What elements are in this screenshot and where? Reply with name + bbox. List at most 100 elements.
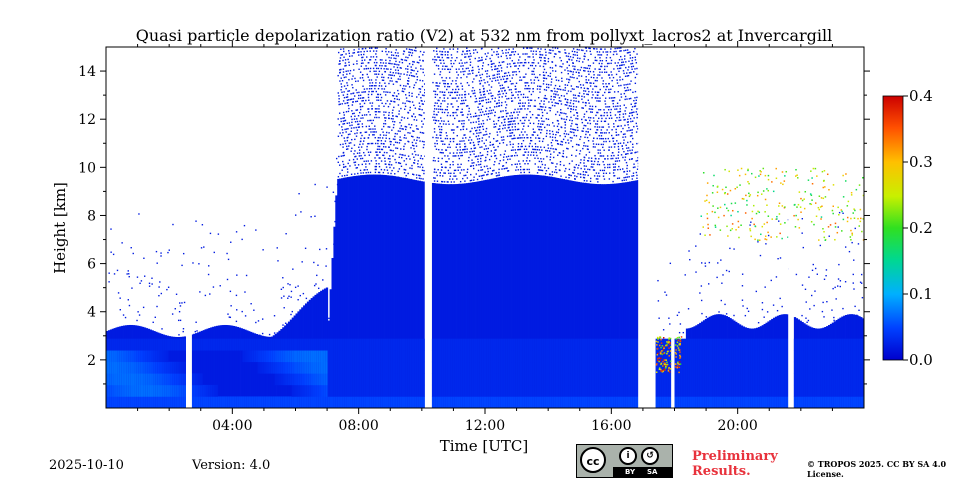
heatmap-cell [291, 338, 294, 351]
heatmap-cell [572, 53, 575, 56]
heatmap-cell [582, 130, 584, 132]
heatmap-cell [623, 170, 626, 173]
heatmap-cell [603, 114, 605, 117]
heatmap-cell [442, 59, 445, 62]
heatmap-cell [411, 141, 414, 144]
heatmap-cell [610, 183, 612, 186]
heatmap-cell [505, 55, 508, 57]
heatmap-cell [498, 384, 501, 397]
heatmap-cell [278, 396, 281, 408]
heatmap-cell [450, 83, 453, 85]
heatmap-cell [312, 396, 315, 408]
heatmap-cell [568, 350, 571, 363]
heatmap-cell [421, 126, 423, 128]
heatmap-cell [474, 57, 476, 60]
heatmap-cell [491, 48, 493, 51]
heatmap-cell [572, 71, 574, 73]
heatmap-cell [195, 384, 198, 397]
heatmap-cell [363, 338, 367, 351]
heatmap-cell [535, 137, 537, 139]
heatmap-cell [387, 77, 390, 79]
heatmap-cell [448, 85, 451, 88]
heatmap-cell [385, 146, 387, 148]
heatmap-cell [614, 166, 617, 168]
heatmap-cell [549, 373, 552, 386]
heatmap-cell [510, 97, 513, 99]
heatmap-cell [574, 384, 577, 397]
heatmap-cell [498, 361, 501, 374]
heatmap-cell [536, 76, 539, 79]
heatmap-cell [155, 396, 158, 408]
heatmap-cell [181, 302, 183, 304]
heatmap-cell [461, 85, 464, 87]
heatmap-cell [463, 102, 465, 105]
heatmap-cell [316, 361, 319, 374]
heatmap-cell [619, 338, 622, 351]
heatmap-cell [460, 65, 462, 67]
heatmap-cell [362, 172, 365, 174]
heatmap-cell [596, 111, 598, 114]
heatmap-cell [572, 65, 574, 67]
heatmap-cell [556, 102, 558, 104]
heatmap-cell [478, 126, 481, 128]
heatmap-cell [582, 107, 584, 109]
heatmap-cell [424, 155, 426, 157]
heatmap-cell [276, 396, 279, 408]
heatmap-cell [340, 350, 344, 363]
heatmap-cell [511, 77, 513, 79]
heatmap-cell [532, 56, 534, 58]
heatmap-cell [344, 361, 348, 374]
heatmap-cell [610, 88, 612, 91]
heatmap-cell [128, 275, 130, 278]
heatmap-cell [474, 156, 477, 158]
heatmap-cell [457, 88, 460, 91]
heatmap-cell [115, 396, 118, 408]
heatmap-cell [346, 145, 348, 148]
heatmap-cell [176, 338, 179, 351]
heatmap-cell [509, 57, 511, 59]
heatmap-cell [327, 384, 330, 397]
heatmap-cell [397, 176, 401, 408]
heatmap-cell [460, 183, 463, 408]
heatmap-cell [409, 396, 412, 408]
heatmap-cell [524, 131, 526, 133]
heatmap-cell [621, 396, 624, 408]
heatmap-cell [513, 134, 515, 137]
heatmap-cell [610, 108, 612, 111]
heatmap-cell [588, 90, 590, 93]
heatmap-cell [558, 338, 562, 351]
heatmap-cell [381, 65, 383, 67]
heatmap-cell [442, 65, 444, 67]
heatmap-cell [478, 138, 481, 140]
heatmap-cell [538, 384, 541, 397]
heatmap-cell [509, 361, 512, 374]
heatmap-cell [522, 76, 525, 78]
heatmap-cell [577, 338, 581, 351]
heatmap-cell [373, 373, 376, 386]
heatmap-cell [599, 169, 602, 172]
heatmap-cell [445, 132, 447, 134]
heatmap-cell [444, 54, 447, 56]
heatmap-cell [212, 326, 215, 408]
heatmap-cell [584, 104, 587, 107]
heatmap-cell [539, 373, 543, 386]
heatmap-cell [554, 53, 556, 55]
heatmap-cell [385, 163, 387, 165]
heatmap-cell [532, 174, 535, 408]
heatmap-cell [462, 350, 465, 363]
heatmap-cell [538, 350, 541, 363]
heatmap-cell [480, 77, 482, 79]
heatmap-cell [548, 101, 550, 103]
heatmap-cell [341, 169, 343, 171]
heatmap-cell [583, 350, 586, 363]
heatmap-cell [422, 166, 424, 169]
heatmap-cell [601, 132, 603, 134]
heatmap-cell [392, 384, 395, 397]
heatmap-cell [117, 338, 120, 351]
heatmap-cell [596, 48, 598, 50]
heatmap-cell [558, 114, 561, 116]
heatmap-cell [363, 50, 365, 53]
heatmap-cell [409, 350, 412, 363]
heatmap-cell [405, 396, 408, 408]
heatmap-cell [119, 338, 122, 351]
